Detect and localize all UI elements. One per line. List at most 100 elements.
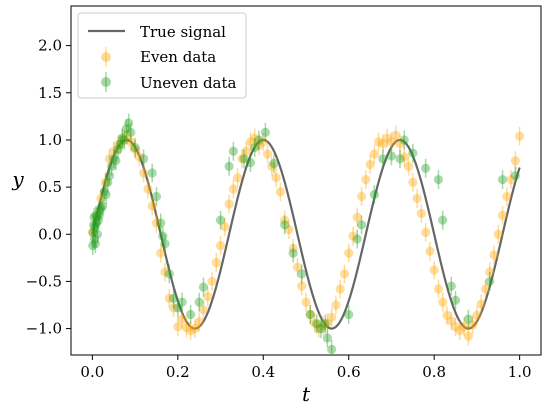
legend-uneven-data-label: Uneven data	[140, 74, 237, 92]
data-point	[98, 201, 108, 211]
data-point	[335, 284, 345, 294]
data-point	[408, 148, 418, 158]
data-point	[280, 220, 290, 230]
x-tick-label: 0.0	[80, 363, 104, 381]
data-point	[288, 243, 298, 254]
y-tick-label: 2.0	[38, 37, 62, 55]
data-point	[186, 309, 196, 320]
data-point	[96, 193, 106, 204]
data-point	[502, 191, 512, 202]
x-tick-label: 0.4	[251, 363, 275, 381]
data-point	[168, 293, 179, 304]
data-point	[378, 154, 388, 164]
data-point	[237, 154, 247, 164]
data-point	[100, 177, 110, 187]
data-point	[262, 149, 273, 159]
data-point	[433, 284, 444, 294]
data-point	[327, 312, 337, 322]
data-point	[173, 322, 183, 332]
data-point	[104, 171, 115, 181]
data-point	[374, 137, 384, 147]
data-point	[130, 144, 140, 154]
data-point	[168, 303, 179, 313]
data-point	[91, 210, 101, 220]
data-point	[408, 177, 418, 187]
data-point	[173, 303, 183, 313]
data-point	[139, 154, 149, 164]
data-point	[164, 269, 174, 279]
data-point	[254, 141, 264, 151]
data-point	[119, 135, 130, 145]
data-point	[344, 248, 354, 258]
data-point	[87, 227, 97, 237]
data-point	[143, 184, 153, 194]
data-point	[194, 317, 204, 327]
data-point	[515, 131, 525, 141]
data-point	[113, 144, 123, 154]
data-point	[164, 293, 174, 304]
data-point	[151, 191, 162, 202]
data-point	[198, 305, 209, 315]
data-point	[352, 212, 362, 222]
data-point	[139, 168, 149, 178]
data-point	[147, 201, 157, 211]
data-point	[104, 154, 115, 164]
data-point	[497, 210, 508, 220]
data-point	[497, 174, 508, 185]
data-point	[198, 282, 209, 292]
data-point	[121, 130, 132, 140]
data-point	[318, 321, 328, 331]
data-point	[101, 190, 111, 200]
data-point	[284, 224, 294, 235]
data-point	[476, 299, 486, 309]
data-point	[301, 297, 311, 307]
data-point	[121, 124, 132, 134]
data-point	[386, 151, 397, 161]
data-point	[258, 137, 268, 147]
data-point	[250, 142, 260, 153]
data-point	[356, 220, 367, 230]
data-point	[442, 310, 452, 320]
data-point	[382, 133, 392, 143]
x-tick-label: 0.8	[422, 363, 446, 381]
data-point	[309, 318, 320, 328]
data-point	[117, 135, 127, 145]
data-point	[297, 281, 307, 291]
y-axis-label: y	[11, 167, 24, 191]
data-point	[312, 319, 322, 329]
data-point	[190, 323, 200, 334]
data-point	[211, 257, 221, 268]
x-tick-label: 0.6	[337, 363, 361, 381]
y-tick-label: 0.0	[38, 225, 62, 243]
y-tick-label: −1.0	[26, 320, 62, 338]
data-point	[433, 174, 444, 185]
legend: True signal Even data Uneven data	[77, 12, 247, 99]
y-tick-label: 1.5	[38, 84, 62, 102]
data-point	[269, 158, 279, 169]
x-axis-label: t	[302, 382, 311, 406]
data-point	[463, 331, 473, 341]
data-point	[480, 284, 491, 294]
data-point	[421, 163, 431, 173]
data-point	[92, 218, 102, 228]
data-point	[356, 191, 367, 202]
data-point	[322, 333, 332, 343]
data-point	[109, 154, 119, 164]
data-point	[446, 316, 456, 326]
data-point	[327, 344, 337, 354]
data-point	[412, 193, 422, 204]
data-point	[399, 135, 409, 145]
data-point	[395, 154, 405, 164]
data-point	[254, 135, 264, 145]
data-point	[322, 318, 332, 328]
data-point	[250, 133, 260, 143]
data-point	[395, 139, 405, 149]
data-point	[130, 142, 140, 153]
data-point	[416, 208, 426, 219]
data-point	[89, 234, 100, 244]
data-point	[361, 174, 371, 185]
data-point	[267, 161, 277, 171]
legend-even-data-label: Even data	[140, 48, 216, 66]
data-point	[233, 173, 243, 183]
y-tick-label: 1.0	[38, 131, 62, 149]
